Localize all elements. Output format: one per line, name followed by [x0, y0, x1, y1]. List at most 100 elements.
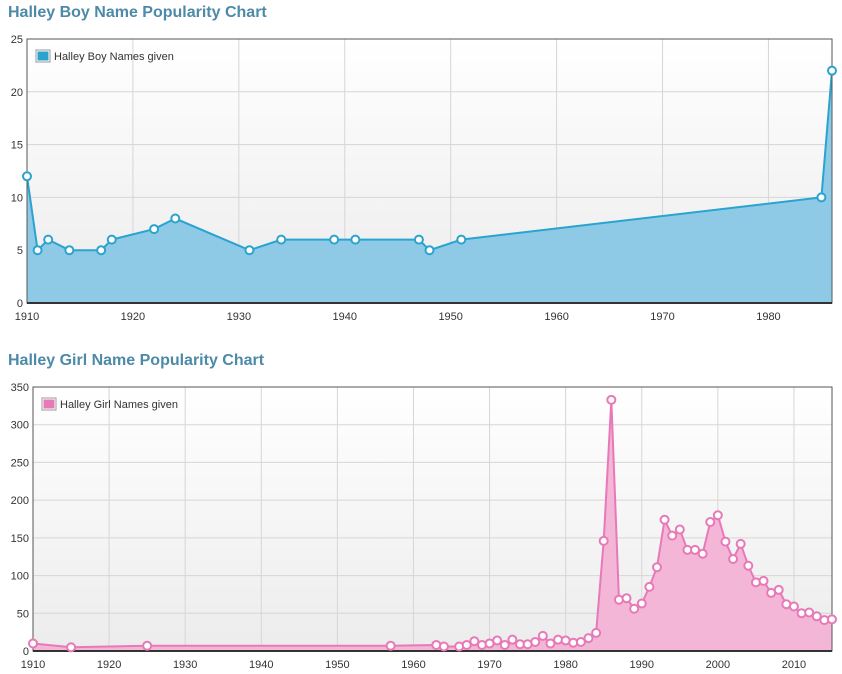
girl-x-tick-label: 1950 [325, 659, 349, 671]
boy-data-point[interactable] [32, 245, 43, 256]
girl-data-point[interactable] [743, 560, 754, 571]
girl-x-tick-label: 1960 [401, 659, 425, 671]
girl-data-point[interactable] [705, 517, 716, 528]
girl-data-point[interactable] [651, 562, 662, 573]
girl-data-point[interactable] [773, 584, 784, 595]
girl-data-point[interactable] [142, 640, 153, 651]
girl-data-point[interactable] [674, 524, 685, 535]
girl-x-tick-label: 1980 [553, 659, 577, 671]
girl-data-point[interactable] [636, 598, 647, 609]
girl-data-point[interactable] [469, 636, 480, 647]
girl-data-point[interactable] [606, 394, 617, 405]
girl-data-point[interactable] [438, 641, 449, 652]
girl-data-point[interactable] [499, 639, 510, 650]
boy-data-point[interactable] [276, 234, 287, 245]
girl-x-tick-label: 2010 [782, 659, 806, 671]
girl-x-tick-label: 1920 [97, 659, 121, 671]
girl-data-point[interactable] [720, 536, 731, 547]
boy-data-point[interactable] [424, 245, 435, 256]
boy-y-tick-label: 25 [11, 34, 23, 46]
girl-series-area [33, 399, 832, 651]
girl-x-tick-label: 1940 [249, 659, 273, 671]
girl-data-point[interactable] [621, 593, 632, 604]
girl-legend-swatch-border [41, 397, 57, 411]
boy-data-point[interactable] [827, 65, 837, 76]
girl-data-point[interactable] [644, 581, 655, 592]
girl-data-point[interactable] [697, 548, 708, 559]
girl-x-tick-label: 1930 [173, 659, 197, 671]
girl-data-point[interactable] [66, 642, 77, 653]
boy-data-point[interactable] [64, 245, 75, 256]
girl-data-point[interactable] [28, 638, 38, 649]
girl-y-tick-label: 350 [11, 382, 29, 394]
girl-data-point[interactable] [591, 627, 602, 638]
girl-legend-label: Halley Girl Names given [60, 399, 178, 411]
girl-y-tick-label: 50 [17, 608, 29, 620]
girl-data-point[interactable] [461, 639, 472, 650]
boy-y-tick-label: 5 [17, 245, 23, 257]
girl-x-tick-label: 1990 [630, 659, 654, 671]
boy-name-chart: 1910 1920 1930 1940 1950 1960 1970 1980 0 5 10 15 20… [11, 34, 837, 323]
boy-data-point[interactable] [350, 234, 361, 245]
girl-data-point[interactable] [659, 514, 670, 525]
girl-data-point[interactable] [758, 575, 769, 586]
boy-y-tick-label: 0 [17, 298, 23, 310]
girl-data-point[interactable] [735, 538, 746, 549]
girl-data-point[interactable] [575, 636, 586, 647]
boy-legend-swatch-border [35, 49, 51, 63]
girl-data-point[interactable] [530, 636, 541, 647]
girl-data-point[interactable] [629, 603, 640, 614]
boy-x-tick-label: 1980 [756, 311, 780, 323]
boy-x-tick-label: 1970 [650, 311, 674, 323]
boy-data-point[interactable] [96, 245, 107, 256]
boy-x-tick-label: 1920 [121, 311, 145, 323]
girl-y-tick-label: 150 [11, 533, 29, 545]
girl-x-tick-label: 1910 [21, 659, 45, 671]
boy-x-tick-label: 1950 [438, 311, 462, 323]
girl-data-point[interactable] [690, 544, 701, 555]
girl-data-point[interactable] [728, 553, 739, 564]
girl-data-point[interactable] [545, 638, 556, 649]
girl-x-tick-label: 2000 [706, 659, 730, 671]
girl-data-point[interactable] [583, 633, 594, 644]
boy-data-point[interactable] [816, 192, 827, 203]
boy-y-tick-label: 10 [11, 192, 23, 204]
boy-data-point[interactable] [170, 213, 181, 224]
girl-data-point[interactable] [667, 530, 678, 541]
boy-data-point[interactable] [413, 234, 424, 245]
girl-y-tick-label: 300 [11, 420, 29, 432]
girl-y-tick-label: 250 [11, 457, 29, 469]
boy-data-point[interactable] [43, 234, 54, 245]
boy-x-tick-label: 1910 [15, 311, 39, 323]
boy-data-point[interactable] [244, 245, 255, 256]
girl-data-point[interactable] [598, 535, 609, 546]
boy-x-tick-label: 1960 [544, 311, 568, 323]
girl-data-point[interactable] [804, 607, 815, 618]
girl-x-tick-label: 1970 [477, 659, 501, 671]
boy-x-tick-label: 1940 [333, 311, 357, 323]
girl-data-point[interactable] [385, 640, 396, 651]
boy-legend-label: Halley Boy Names given [54, 51, 174, 63]
girl-data-point[interactable] [712, 510, 723, 521]
boy-data-point[interactable] [22, 171, 32, 182]
boy-legend-swatch [36, 50, 50, 62]
boy-chart-title: Halley Boy Name Popularity Chart [8, 4, 267, 21]
boy-data-point[interactable] [456, 234, 467, 245]
girl-y-tick-label: 200 [11, 495, 29, 507]
girl-data-point[interactable] [788, 601, 799, 612]
girl-y-tick-label: 0 [23, 646, 29, 658]
boy-series-area [27, 70, 832, 304]
girl-data-point[interactable] [811, 611, 822, 622]
boy-data-point[interactable] [149, 224, 160, 235]
girl-y-tick-label: 100 [11, 571, 29, 583]
boy-y-tick-label: 20 [11, 87, 23, 99]
girl-data-point[interactable] [492, 635, 503, 646]
boy-x-tick-label: 1930 [227, 311, 251, 323]
girl-data-point[interactable] [827, 614, 837, 625]
boy-y-tick-label: 15 [11, 140, 23, 152]
girl-data-point[interactable] [507, 634, 518, 645]
boy-data-point[interactable] [106, 234, 117, 245]
boy-data-point[interactable] [329, 234, 340, 245]
girl-legend-swatch [42, 398, 56, 410]
girl-data-point[interactable] [537, 630, 548, 641]
